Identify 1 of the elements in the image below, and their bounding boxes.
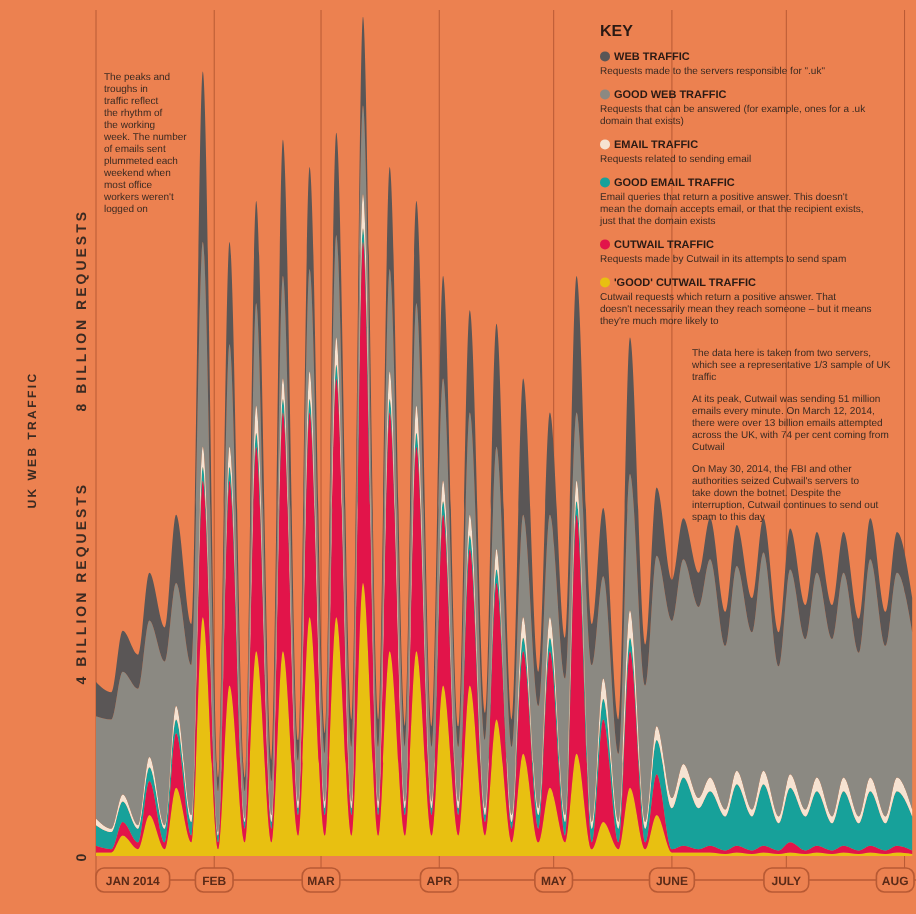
- legend-title: KEY: [600, 22, 635, 40]
